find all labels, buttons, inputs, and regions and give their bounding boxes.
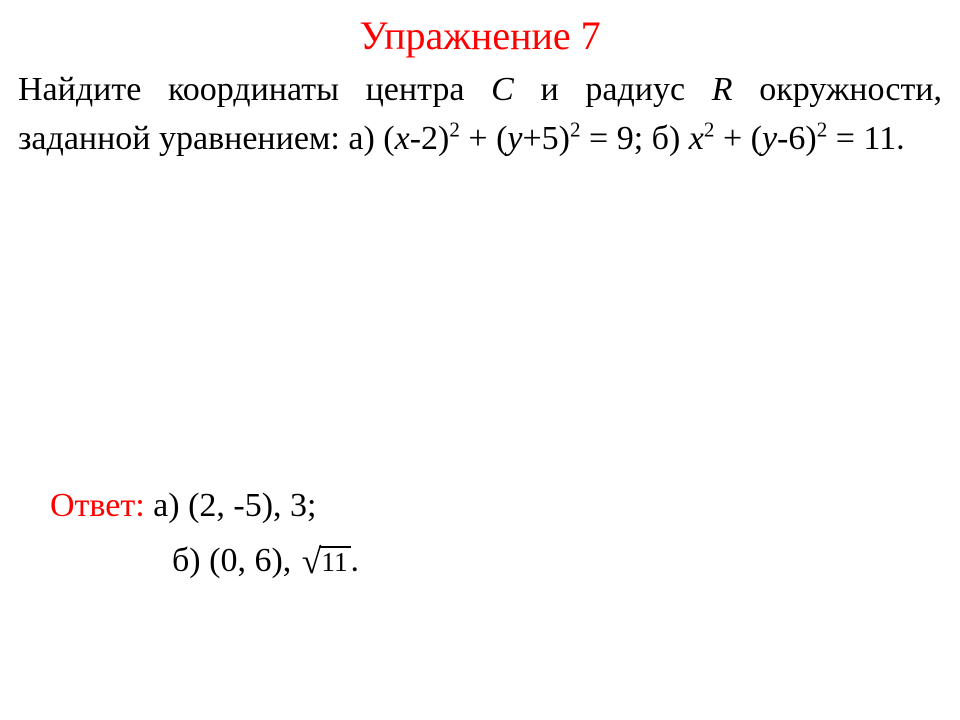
text-lead: Найдите координаты центра: [18, 71, 491, 108]
problem-statement: Найдите координаты центра C и радиус R о…: [18, 65, 942, 164]
var-y-b: y: [762, 120, 777, 157]
sup-2: 2: [570, 118, 581, 142]
answer-line-a: Ответ: а) (2, -5), 3;: [50, 479, 942, 533]
sqrt-icon: √11: [300, 533, 351, 590]
var-x-a: x: [395, 120, 410, 157]
text-b3: = 11.: [827, 120, 904, 157]
answer-line-b: б) (0, 6), √11.: [50, 533, 942, 590]
var-c: C: [491, 71, 514, 108]
answer-block: Ответ: а) (2, -5), 3; б) (0, 6), √11.: [18, 479, 942, 591]
text-mid1: и радиус: [514, 71, 712, 108]
sup-2: 2: [817, 118, 828, 142]
text-a3: +5): [523, 120, 571, 157]
text-b2: -6): [777, 120, 817, 157]
slide: Упражнение 7 Найдите координаты центра C…: [0, 0, 960, 720]
text-b1: + (: [714, 120, 762, 157]
var-x-b: x: [689, 120, 704, 157]
text-a2: + (: [460, 120, 508, 157]
var-y-a: y: [507, 120, 522, 157]
answer-label: Ответ:: [50, 487, 145, 524]
var-r: R: [712, 71, 733, 108]
answer-b-suffix: .: [351, 542, 360, 579]
answer-a: а) (2, -5), 3;: [145, 487, 317, 524]
exercise-title: Упражнение 7: [18, 12, 942, 59]
text-a4: = 9; б): [581, 120, 689, 157]
answer-b-prefix: б) (0, 6),: [172, 542, 300, 579]
sup-2: 2: [449, 118, 460, 142]
radicand: 11: [319, 546, 350, 578]
text-a1: -2): [410, 120, 450, 157]
sup-2: 2: [704, 118, 715, 142]
